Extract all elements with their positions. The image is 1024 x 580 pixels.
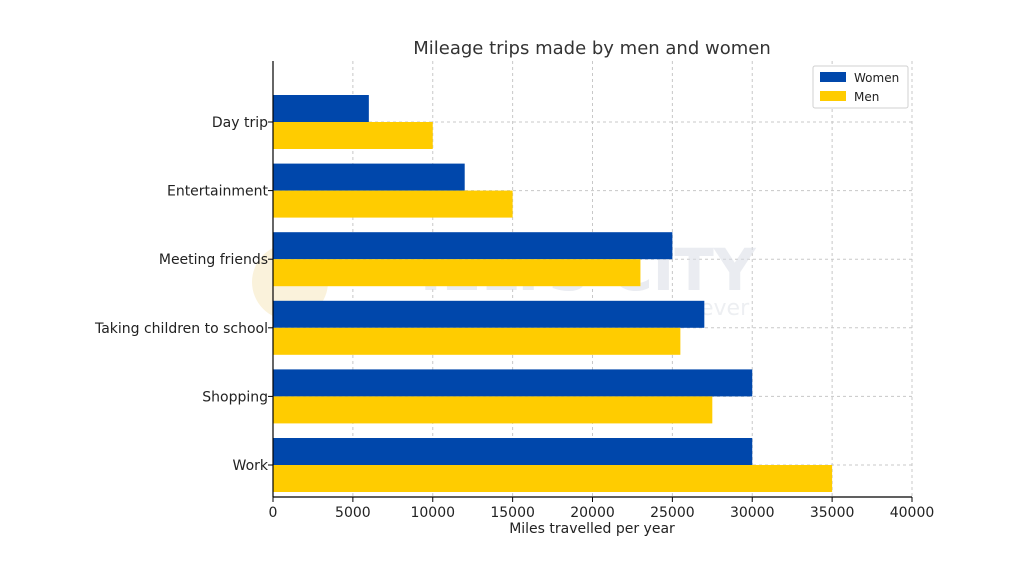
y-tick-label: Entertainment — [167, 184, 269, 200]
y-tick-label: Taking children to school — [94, 321, 268, 337]
x-tick-label: 5000 — [335, 505, 371, 521]
y-tick-label: Shopping — [202, 389, 268, 405]
bar-women — [273, 438, 753, 465]
y-tick-label: Work — [233, 458, 269, 474]
bar-women — [273, 369, 753, 397]
legend: Women Men — [812, 65, 909, 109]
x-tick-label: 20000 — [570, 505, 615, 521]
bar-men — [273, 259, 641, 287]
x-tick-label: 35000 — [810, 505, 855, 521]
x-tick-label: 0 — [269, 505, 278, 521]
x-tick-label: 30000 — [730, 505, 775, 521]
legend-swatch-men — [820, 91, 846, 101]
bar-women — [273, 300, 705, 328]
legend-label-women: Women — [854, 71, 899, 85]
bar-women — [273, 163, 465, 191]
bar-men — [273, 190, 513, 218]
x-tick-label: 10000 — [410, 505, 455, 521]
bar-men — [273, 465, 833, 492]
bar-men — [273, 396, 713, 424]
y-tick-label: Day trip — [212, 115, 268, 131]
x-ticks: 0 5000 10000 15000 20000 25000 30000 35000 40000 — [269, 497, 935, 521]
legend-label-men: Men — [854, 90, 879, 104]
bar-men — [273, 327, 681, 355]
x-tick-label: 40000 — [890, 505, 935, 521]
bar-men — [273, 122, 433, 149]
bars — [273, 95, 833, 492]
bar-women — [273, 95, 369, 122]
x-axis-label: Miles travelled per year — [509, 521, 675, 537]
x-tick-label: 15000 — [490, 505, 535, 521]
chart-title: Mileage trips made by men and women — [413, 38, 771, 59]
bar-women — [273, 232, 673, 260]
y-tick-label: Meeting friends — [159, 252, 268, 268]
x-tick-label: 25000 — [650, 505, 695, 521]
y-ticks: Day trip Entertainment Meeting friends Taki… — [94, 115, 273, 474]
legend-swatch-women — [820, 72, 846, 82]
watermark-subtext: ever — [700, 296, 750, 321]
